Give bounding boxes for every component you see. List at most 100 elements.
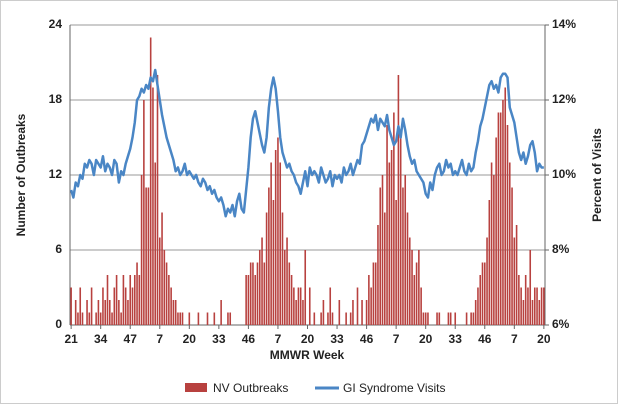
bar [283, 250, 286, 325]
bar [197, 312, 200, 325]
x-tick-label: 7 [156, 332, 163, 346]
bar [322, 300, 325, 325]
y-tick-label: 24 [49, 17, 63, 31]
bar [522, 300, 525, 325]
bar [518, 275, 520, 325]
bar [165, 262, 168, 325]
bar [293, 287, 295, 325]
legend-label: GI Syndrome Visits [343, 381, 445, 395]
bar [538, 300, 541, 325]
x-tick-label: 46 [360, 332, 374, 346]
bar [436, 312, 438, 325]
bar [129, 275, 132, 325]
bar [247, 275, 250, 325]
legend-swatch [185, 383, 207, 392]
bar [252, 262, 254, 325]
bar [454, 312, 457, 325]
x-tick-label: 46 [478, 332, 492, 346]
y2-tick-label: 6% [552, 317, 570, 331]
bar [272, 200, 275, 325]
bar [97, 300, 100, 325]
bar [390, 150, 393, 325]
bar [258, 250, 261, 325]
bar [483, 262, 486, 325]
bar [149, 37, 152, 325]
bar [161, 212, 163, 325]
bar [513, 237, 516, 325]
bar [81, 312, 84, 325]
bar [397, 75, 400, 325]
bar [329, 287, 332, 325]
bar [374, 262, 377, 325]
bar [188, 312, 191, 325]
bar [540, 287, 543, 325]
bar [438, 312, 441, 325]
bar [420, 287, 422, 325]
bar [145, 187, 147, 325]
bar [499, 112, 502, 325]
bar [274, 150, 277, 325]
bar [115, 275, 118, 325]
bar [118, 300, 120, 325]
bar [352, 300, 354, 325]
bar [70, 287, 72, 325]
bar [488, 200, 491, 325]
bar [147, 187, 150, 325]
bar [524, 275, 527, 325]
bar [152, 87, 154, 325]
bar [495, 137, 497, 325]
line [69, 68, 544, 218]
bar [172, 300, 175, 325]
bar [108, 300, 111, 325]
bar [308, 287, 311, 325]
bar [77, 312, 79, 325]
bar [427, 312, 429, 325]
bar [88, 312, 91, 325]
bar [113, 287, 116, 325]
bar [349, 312, 352, 325]
bar [156, 75, 159, 325]
bar [127, 300, 129, 325]
bar [261, 237, 263, 325]
y-tick-label: 12 [49, 167, 63, 181]
bar [256, 262, 259, 325]
bar [140, 175, 143, 325]
bar [470, 312, 472, 325]
bar [395, 200, 397, 325]
bar [533, 287, 536, 325]
bar [143, 100, 145, 325]
bar [254, 275, 257, 325]
bar [229, 312, 232, 325]
y2-tick-label: 14% [552, 17, 576, 31]
x-tick-label: 7 [511, 332, 518, 346]
bar [399, 137, 402, 325]
bar [365, 300, 368, 325]
bar [413, 275, 416, 325]
bar [531, 300, 534, 325]
bar [372, 262, 375, 325]
bar [297, 287, 300, 325]
bar [124, 287, 127, 325]
bar [170, 287, 172, 325]
bar [377, 225, 379, 325]
bar [227, 312, 229, 325]
bar [302, 300, 304, 325]
bar [154, 162, 157, 325]
bar [179, 312, 182, 325]
y-tick-label: 6 [55, 242, 62, 256]
y2-tick-label: 12% [552, 92, 576, 106]
legend-label: NV Outbreaks [213, 381, 288, 395]
bar [299, 287, 302, 325]
bar [529, 250, 532, 325]
x-tick-label: 20 [301, 332, 315, 346]
bar [268, 187, 270, 325]
bar [95, 312, 97, 325]
bar [408, 237, 411, 325]
bar [418, 250, 420, 325]
bar [477, 287, 479, 325]
bar [131, 287, 134, 325]
y2-axis-title: Percent of Visits [590, 128, 604, 222]
bar [411, 250, 413, 325]
bar [168, 275, 170, 325]
bar [415, 262, 418, 325]
